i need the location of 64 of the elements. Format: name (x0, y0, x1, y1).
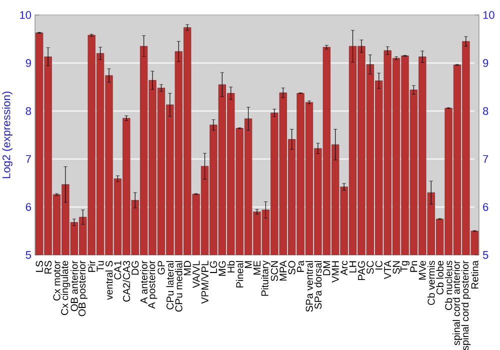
x-tick-label: SO (288, 260, 296, 274)
x-tick-label: Pn (410, 261, 418, 272)
x-tick-label: Hb (227, 260, 235, 272)
x-tick-label: GP (158, 260, 165, 274)
y2-tick-label: 9 (483, 59, 488, 67)
x-tick-label: spinal cord anterior (452, 260, 462, 346)
x-tick-label: OB posterior (78, 260, 88, 316)
y-tick-label: 6 (26, 203, 32, 211)
x-tick-label: LS (36, 260, 43, 272)
x-tick-label: MVe (418, 260, 426, 280)
x-tick-label: A anterior (140, 260, 148, 304)
y-tick-label: 9 (26, 59, 31, 67)
x-tick-label: SCN (270, 261, 278, 282)
y2-tick-label: 8 (483, 107, 488, 115)
x-tick-label: LH (349, 261, 356, 272)
x-tick-label: ventral S (105, 260, 113, 300)
x-tick-label: Cb nucleus (444, 260, 452, 310)
x-tick-label: DG (132, 261, 139, 275)
x-tick-label: LG (210, 261, 218, 273)
x-tick-label: Pituitary (261, 260, 270, 296)
x-tick-label: SN (392, 261, 400, 274)
x-tick-label: VMH (332, 261, 339, 283)
y-tick-label: 10 (20, 11, 32, 19)
x-tick-label: VTA (384, 260, 392, 280)
y-axis-title: Log2 (expression) (2, 92, 12, 178)
x-tick-label: DM (323, 261, 330, 276)
x-tick-label: MG (218, 261, 226, 276)
x-tick-label: MD (184, 260, 191, 276)
x-tick-label: IC (375, 260, 382, 270)
x-tick-label: Cb lobe (436, 260, 444, 294)
x-tick-label: SPa ventral (306, 261, 313, 312)
x-tick-label: Tg (400, 261, 410, 272)
x-tick-label: Cx motor (53, 260, 60, 300)
y-tick-label: 8 (26, 107, 32, 115)
x-tick-label: CPu medial (174, 261, 182, 312)
x-tick-label: Cx cingulate (60, 260, 70, 315)
y2-tick-label: 6 (483, 203, 488, 211)
x-tick-label: Pa (297, 260, 304, 272)
y2-tick-label: 7 (483, 155, 488, 163)
y2-tick-label: 5 (482, 251, 488, 259)
x-tick-label: A posterior (148, 260, 158, 309)
x-tick-label: Pir (88, 260, 96, 272)
x-tick-label: CPu lateral (166, 261, 174, 310)
x-tick-label: CA2/CA3 (122, 260, 130, 302)
y-tick-label: 5 (26, 251, 32, 259)
x-tick-label: RS (44, 260, 52, 274)
x-tick-label: CA1 (114, 260, 122, 280)
y2-tick-label: 10 (483, 11, 494, 19)
x-tick-label: SC (366, 260, 374, 274)
x-tick-label: M (244, 261, 252, 268)
x-tick-label: Tu (96, 261, 104, 272)
x-tick-label: Arc (340, 260, 348, 276)
x-tick-label: PAG (358, 261, 366, 280)
x-tick-label: SPa dorsal (314, 261, 322, 309)
x-tick-label: spinal cord posterior (461, 260, 471, 350)
x-tick-label: MPA (280, 260, 287, 281)
x-tick-label: VA/VL (192, 260, 200, 288)
y-tick-label: 7 (26, 155, 31, 163)
x-tick-label: ME (254, 260, 260, 275)
x-tick-label: Pineal (236, 261, 244, 288)
x-tick-label: Retina (470, 260, 478, 289)
x-tick-label: Cb vermis (427, 260, 435, 305)
x-tick-label: VPM/VPL (201, 260, 208, 304)
x-tick-label: OB anterior (70, 260, 78, 312)
